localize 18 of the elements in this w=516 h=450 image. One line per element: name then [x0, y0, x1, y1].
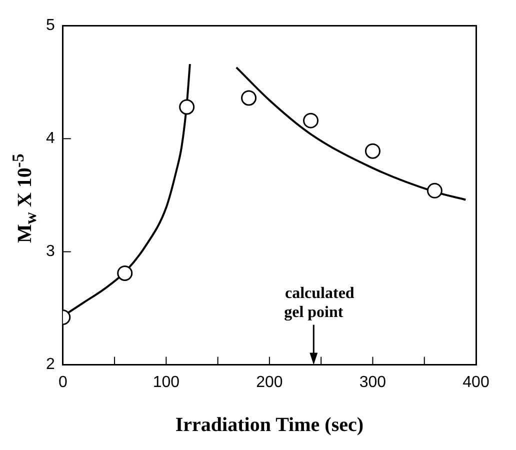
y-tick-label: 3 [46, 243, 55, 260]
annotation: calculated gel point [284, 284, 354, 321]
point [241, 90, 257, 106]
x-tick-label: 300 [359, 374, 386, 391]
point [426, 182, 442, 198]
point [117, 265, 133, 281]
y-tick-label: 4 [46, 130, 55, 148]
point [364, 143, 380, 159]
point [179, 99, 195, 115]
x-tick-label: 200 [256, 374, 283, 391]
x-tick-label: 100 [152, 374, 180, 391]
line-series [235, 66, 467, 201]
x-tick-label: 0 [58, 374, 68, 391]
x-axis-title: Irradiation Time (sec) [175, 414, 364, 436]
y-tick-label: 2 [46, 356, 55, 374]
y-tick-label: 5 [46, 17, 55, 34]
x-tick-label: 400 [462, 374, 490, 391]
point [303, 112, 319, 128]
